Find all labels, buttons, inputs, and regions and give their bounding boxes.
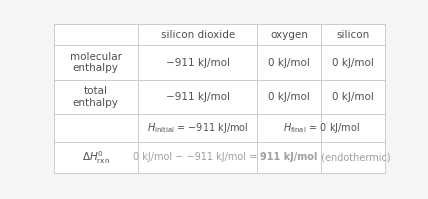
Bar [258, 114, 321, 142]
Text: 911 kJ/mol: 911 kJ/mol [260, 152, 318, 162]
Bar [54, 114, 138, 142]
Text: 0 kJ/mol: 0 kJ/mol [332, 92, 374, 102]
Bar [54, 24, 138, 45]
Bar [54, 142, 138, 173]
Bar [54, 80, 138, 114]
Bar [258, 24, 321, 45]
Text: total
enthalpy: total enthalpy [73, 86, 119, 108]
Bar [321, 45, 385, 80]
Bar [138, 114, 258, 142]
Bar [258, 45, 321, 80]
Text: −911 kJ/mol: −911 kJ/mol [166, 58, 230, 68]
Bar [138, 45, 258, 80]
Bar [138, 24, 258, 45]
Text: $H_{\mathrm{final}}$ = 0 kJ/mol: $H_{\mathrm{final}}$ = 0 kJ/mol [283, 121, 360, 135]
Bar [258, 142, 321, 173]
Text: silicon dioxide: silicon dioxide [160, 30, 235, 40]
Bar [321, 80, 385, 114]
Text: oxygen: oxygen [270, 30, 308, 40]
Text: $\Delta H^0_{\mathrm{rxn}}$: $\Delta H^0_{\mathrm{rxn}}$ [82, 149, 110, 166]
Bar [321, 142, 385, 173]
Bar [321, 24, 385, 45]
Bar [54, 45, 138, 80]
Text: 0 kJ/mol: 0 kJ/mol [332, 58, 374, 68]
Text: −911 kJ/mol: −911 kJ/mol [166, 92, 230, 102]
Text: 0 kJ/mol: 0 kJ/mol [268, 58, 310, 68]
Bar [258, 80, 321, 114]
Bar [138, 80, 258, 114]
Bar [138, 142, 258, 173]
Bar [321, 114, 385, 142]
Text: molecular
enthalpy: molecular enthalpy [70, 52, 122, 73]
Text: silicon: silicon [336, 30, 369, 40]
Text: $H_{\mathrm{initial}}$ = −911 kJ/mol: $H_{\mathrm{initial}}$ = −911 kJ/mol [147, 121, 249, 135]
Text: 0 kJ/mol: 0 kJ/mol [268, 92, 310, 102]
Text: 0 kJ/mol − −911 kJ/mol =: 0 kJ/mol − −911 kJ/mol = [133, 152, 260, 162]
Text: (endothermic): (endothermic) [318, 152, 390, 162]
